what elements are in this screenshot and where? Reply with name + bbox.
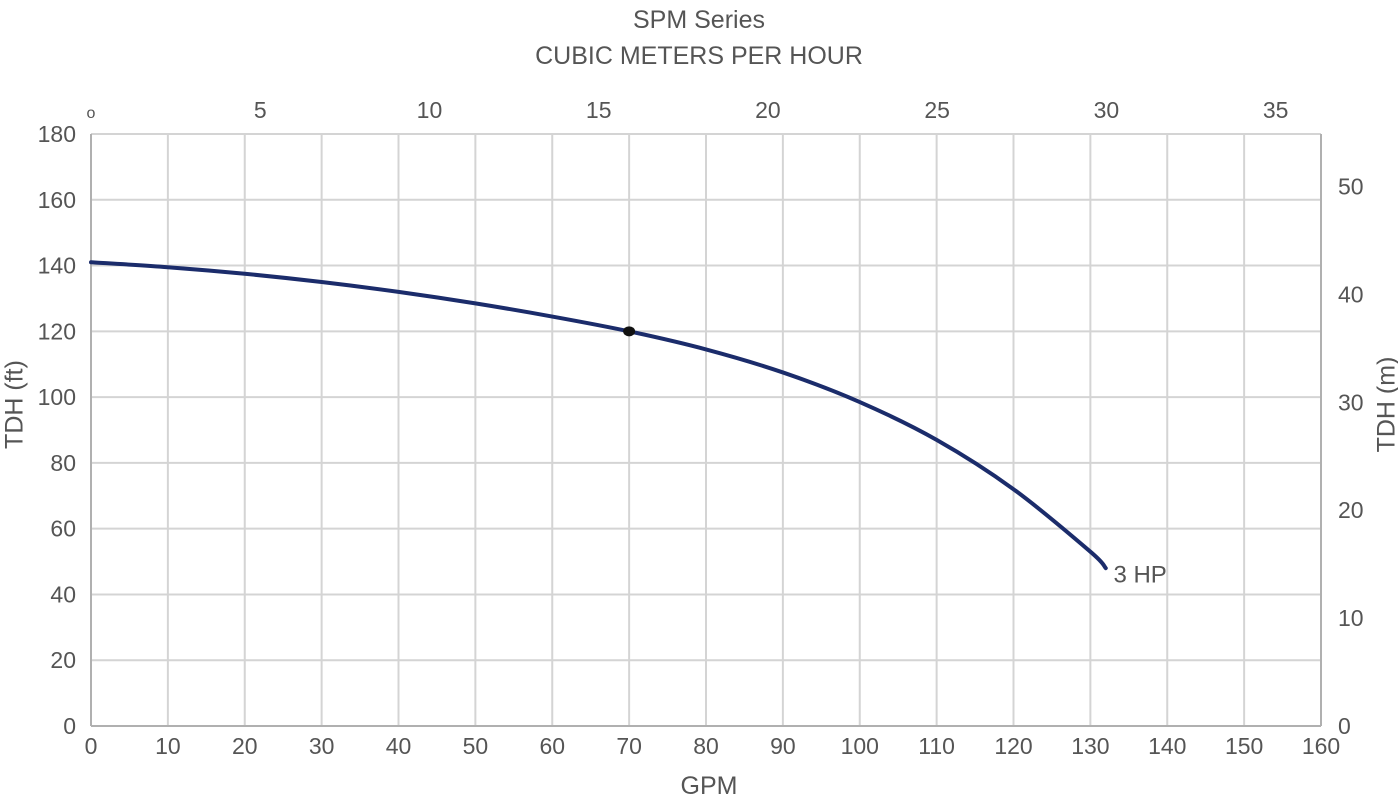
- right-axis-tick-label: 20: [1338, 497, 1364, 523]
- x-tick-labels: 0 10 20 30 40 50 60 70 80 90 100 110 120 130 140 150 160: [85, 733, 1341, 759]
- top-axis-tick-label: 30: [1094, 97, 1120, 123]
- y-tick-label: 120: [38, 318, 76, 344]
- x-tick-label: 90: [770, 733, 796, 759]
- top-axis-tick-label: 35: [1263, 97, 1289, 123]
- chart-subtitle: CUBIC METERS PER HOUR: [535, 42, 863, 70]
- x-tick-label: 20: [232, 733, 258, 759]
- y-tick-label: 60: [50, 516, 76, 542]
- x-tick-label: 110: [918, 733, 955, 759]
- x-tick-label: 0: [85, 733, 98, 759]
- y-tick-labels: 0 20 40 60 80 100 120 140 160 180: [38, 121, 76, 739]
- x-tick-label: 80: [693, 733, 719, 759]
- top-axis-tick-label: 10: [417, 97, 443, 123]
- y-tick-label: 180: [38, 121, 76, 147]
- right-axis-tick-labels: 0 10 20 30 40 50: [1338, 173, 1364, 739]
- top-axis-tick-label: o: [87, 105, 96, 122]
- y-tick-label: 140: [38, 253, 76, 279]
- right-axis-tick-label: 0: [1338, 713, 1351, 739]
- y-axis-label-left: TDH (ft): [0, 360, 29, 449]
- y-tick-label: 100: [38, 384, 76, 410]
- right-axis-tick-label: 50: [1338, 173, 1364, 199]
- axes: [90, 134, 1322, 727]
- x-tick-label: 160: [1302, 733, 1340, 759]
- x-tick-label: 50: [463, 733, 489, 759]
- operating-point-marker: [623, 326, 636, 337]
- x-tick-label: 140: [1148, 733, 1186, 759]
- chart-title: SPM Series: [633, 6, 765, 34]
- markers: [623, 326, 636, 337]
- top-axis-tick-label: 15: [586, 97, 612, 123]
- right-axis-tick-label: 40: [1338, 281, 1364, 307]
- x-tick-label: 60: [539, 733, 565, 759]
- x-tick-label: 70: [616, 733, 642, 759]
- top-axis-tick-label: 5: [254, 97, 267, 123]
- right-axis-tick-label: 30: [1338, 389, 1364, 415]
- x-tick-label: 100: [841, 733, 879, 759]
- y-tick-label: 80: [50, 450, 76, 476]
- x-tick-label: 40: [386, 733, 412, 759]
- y-tick-label: 160: [38, 187, 76, 213]
- y-tick-label: 0: [63, 713, 76, 739]
- top-axis-tick-labels: o 5 10 15 20 25 30 35: [87, 97, 1289, 123]
- x-tick-label: 130: [1071, 733, 1109, 759]
- gridlines: [90, 133, 1322, 727]
- series-annotation-label: 3 HP: [1113, 562, 1166, 589]
- x-tick-label: 120: [994, 733, 1032, 759]
- x-tick-label: 150: [1225, 733, 1263, 759]
- x-tick-label: 30: [309, 733, 335, 759]
- right-axis-tick-label: 10: [1338, 605, 1364, 631]
- y-tick-label: 40: [50, 581, 76, 607]
- y-tick-label: 20: [50, 647, 76, 673]
- y-axis-label-right: TDH (m): [1372, 356, 1398, 453]
- x-tick-label: 10: [155, 733, 181, 759]
- top-axis-tick-label: 20: [755, 97, 781, 123]
- x-axis-label: GPM: [680, 772, 738, 800]
- top-axis-tick-label: 25: [924, 97, 950, 123]
- annotations: 3 HP: [1113, 562, 1166, 589]
